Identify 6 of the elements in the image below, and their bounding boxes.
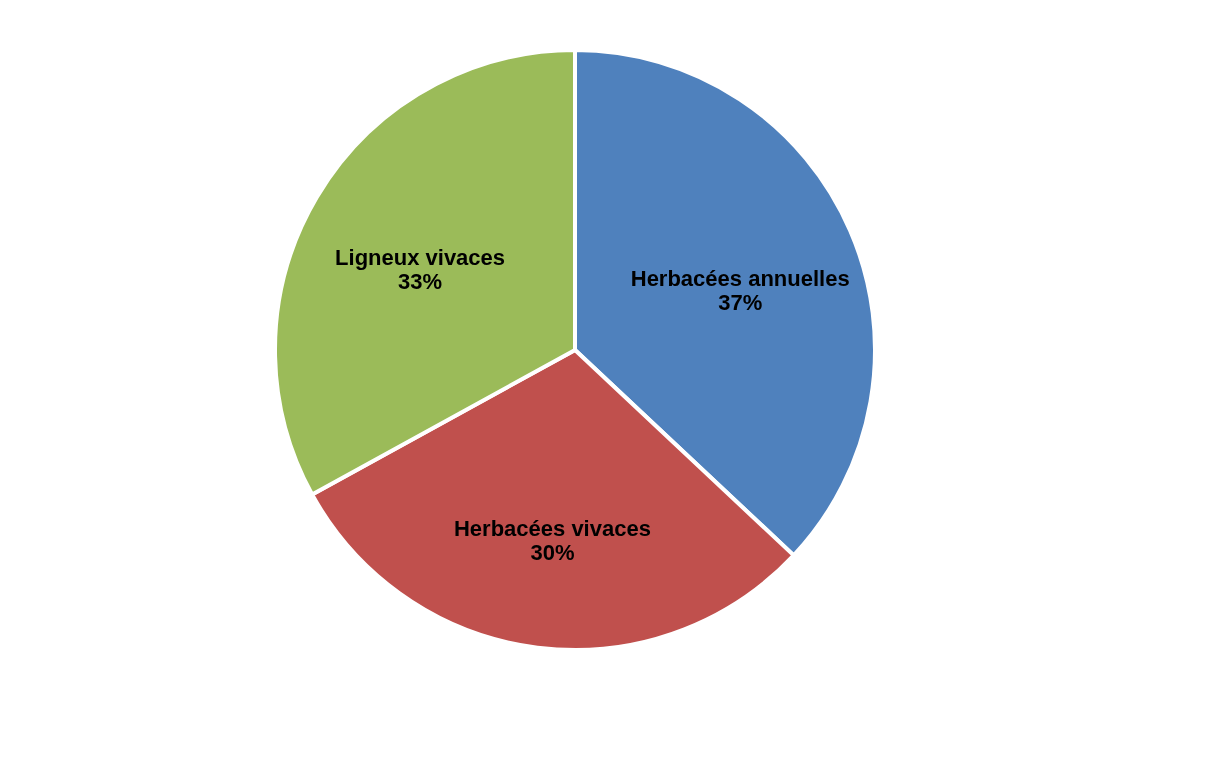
data-label: 33% bbox=[398, 269, 443, 295]
data-label: 30% bbox=[530, 539, 575, 565]
slice-label: Herbacées vivaces bbox=[453, 515, 651, 541]
slice-label: Ligneux vivaces bbox=[335, 245, 506, 271]
slice-label: Herbacées annuelles bbox=[630, 265, 850, 291]
data-label: 37% bbox=[718, 289, 763, 315]
